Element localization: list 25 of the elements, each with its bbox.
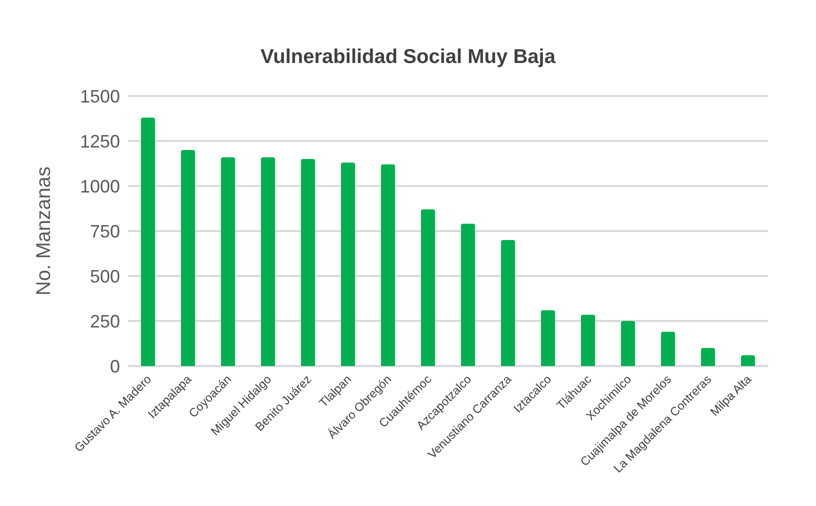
y-axis-title: No. Manzanas [33, 166, 56, 296]
y-tick-label: 1250 [80, 131, 120, 152]
bar [221, 157, 235, 366]
bar [301, 159, 315, 366]
y-tick-label: 500 [90, 266, 120, 286]
y-tick-label: 250 [90, 311, 120, 332]
bar [141, 118, 155, 366]
y-tick-label: 1500 [80, 86, 120, 106]
bar [541, 310, 555, 366]
bar [661, 332, 675, 366]
bar [381, 164, 395, 366]
bar [341, 162, 355, 366]
chart-title: Vulnerabilidad Social Muy Baja [260, 45, 557, 70]
y-tick-label: 750 [90, 221, 120, 242]
bar [621, 321, 635, 366]
bar [581, 314, 595, 366]
bar [261, 157, 275, 366]
bar [501, 240, 515, 366]
bar [741, 355, 755, 366]
y-tick-label: 1000 [80, 176, 120, 196]
bar [421, 209, 435, 366]
y-tick-label: 0 [110, 356, 120, 376]
bar [461, 224, 475, 366]
bar [701, 348, 715, 366]
bar [181, 150, 195, 366]
